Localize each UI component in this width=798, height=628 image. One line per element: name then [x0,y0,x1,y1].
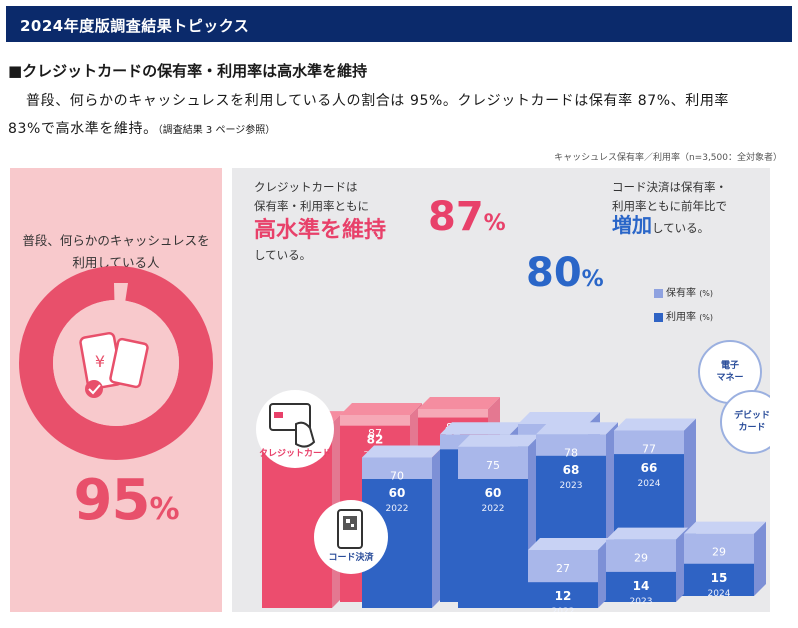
emoney-2024-top [614,418,696,431]
code-callout-accent: 増加 [612,213,652,237]
emoney-2023-holding-label: 78 [564,446,578,459]
code-2022-top [362,445,444,458]
credit-callout-line-2: 保有率・利用率ともに [254,199,369,213]
cashless-chart-panel: 8681202287822023878320247060202278712023… [232,168,770,612]
section-heading: ■クレジットカードの保有率・利用率は高水準を維持 [8,62,368,80]
title-banner: 2024年度版調査結果トピックス [6,6,792,42]
code-2022-year-label: 2022 [386,504,409,514]
code-big-percent-unit: % [581,267,604,292]
code-callout-line-3: している。 [652,221,710,235]
chart-caption: キャッシュレス保有率／利用率（n=3,500：全対象者） [554,153,782,163]
credit-2023-top [340,402,422,415]
emoney-2022-year-label: 2022 [482,504,505,514]
emoney-2022-top [458,434,540,447]
emoney-2023-usage-label: 68 [563,463,580,477]
code-2022-holding-label: 70 [390,470,404,483]
overall-usage-percent-value: 95 [73,468,151,533]
credit-callout-line-3: している。 [254,248,312,262]
debit-2024-year-label: 2024 [708,589,731,599]
code-callout-line-1: コード決済は保有率・ [612,180,727,194]
debit-2022-usage-label: 12 [555,589,572,603]
overall-usage-percent: 95% [10,468,242,533]
code-big-percent: 80% [526,250,604,296]
debit-2022-usage-bar [528,582,598,608]
code-2024-top [518,412,600,424]
emoney-2022-usage-bar [458,479,528,608]
debit-2022-holding-label: 27 [556,562,570,575]
debit-2024-holding-label: 29 [712,546,726,559]
banner-title: 2024年度版調査結果トピックス [20,17,250,35]
credit-card-icon [269,403,316,448]
debit-2024-usage-label: 15 [711,571,728,585]
debit-2022-year-label: 2022 [552,607,575,612]
credit-big-percent-unit: % [483,211,506,236]
debit-2023-usage-bar [606,571,676,602]
credit-2023-holding-label: 87 [368,427,382,440]
emoney-2022-holding-label: 75 [486,459,500,472]
summary-line-1: 普段、何らかのキャッシュレスを利用している人の割合は 95%。クレジットカードは… [26,93,730,109]
summary-note: （調査結果 3 ページ参照） [157,125,276,136]
credit-card-badge: クレジットカード [256,390,334,468]
credit-2024-top [418,396,500,409]
credit-callout-line-1: クレジットカードは [254,180,358,194]
debit-2022-top [528,537,610,550]
emoney-2023-top [536,422,618,435]
summary-line-2-text: 83%で高水準を維持。 [8,121,158,137]
overall-usage-title-line-1: 普段、何らかのキャッシュレスを [22,233,210,248]
credit-2023-usage-label: 82 [367,433,384,447]
emoney-2024-usage-label: 66 [641,461,658,475]
code-2023-top [440,422,522,435]
emoney-2022-usage-label: 60 [485,486,502,500]
overall-usage-title-line-2: 利用している人 [72,255,160,270]
credit-big-percent-value: 87 [428,194,484,240]
debit-bar-group: 27 12 2022 29 14 2023 29 15 2024 [528,521,766,612]
summary-line-2: 83%で高水準を維持。（調査結果 3 ページ参照） [8,118,275,138]
debit-2024-top [684,521,766,534]
emoney-2024-year-label: 2024 [638,479,661,489]
overall-usage-percent-unit: % [149,492,179,527]
code-payment-badge: コード決済 [314,500,388,574]
legend-usage-label: 利用率 [666,312,696,323]
overall-usage-panel: 普段、何らかのキャッシュレスを 利用している人 ¥ 95% [10,168,222,612]
emoney-2023-year-label: 2023 [560,481,583,491]
code-callout-line-2: 利用率ともに前年比で [612,199,727,213]
legend-holding-swatch [654,288,663,298]
debit-2024-usage-bar [684,563,754,596]
credit-big-percent: 87% [428,194,506,240]
debit-2023-holding-label: 29 [634,552,648,565]
overall-usage-title: 普段、何らかのキャッシュレスを 利用している人 [10,230,222,274]
code-callout: コード決済は保有率・ 利用率ともに前年比で 増加している。 [612,178,727,238]
debit-label-bubble: デビッド カード [720,390,770,454]
phone-card-icon: ¥ [79,331,149,398]
legend-usage: 利用率 (%) [654,308,713,323]
legend-usage-swatch [654,312,663,322]
emoney-2024-holding-label: 77 [642,442,656,455]
donut-chart: ¥ [19,266,213,460]
credit-card-label: クレジットカード [258,449,331,459]
qr-phone-icon [337,509,363,549]
code-big-percent-value: 80 [526,250,582,296]
debit-2023-top [606,527,688,540]
legend-holding-unit: (%) [699,289,714,298]
debit-2024-side [754,521,766,596]
legend-usage-unit: (%) [699,313,714,322]
legend-holding: 保有率 (%) [654,284,713,299]
credit-callout: クレジットカードは 保有率・利用率ともに 高水準を維持 している。 [254,178,386,265]
legend-holding-label: 保有率 [666,288,696,299]
credit-callout-accent: 高水準を維持 [254,218,387,243]
debit-2023-year-label: 2023 [630,597,653,607]
code-2022-usage-label: 60 [389,486,406,500]
code-payment-label: コード決済 [328,553,374,563]
debit-2023-usage-label: 14 [633,579,650,593]
svg-text:¥: ¥ [95,352,105,371]
